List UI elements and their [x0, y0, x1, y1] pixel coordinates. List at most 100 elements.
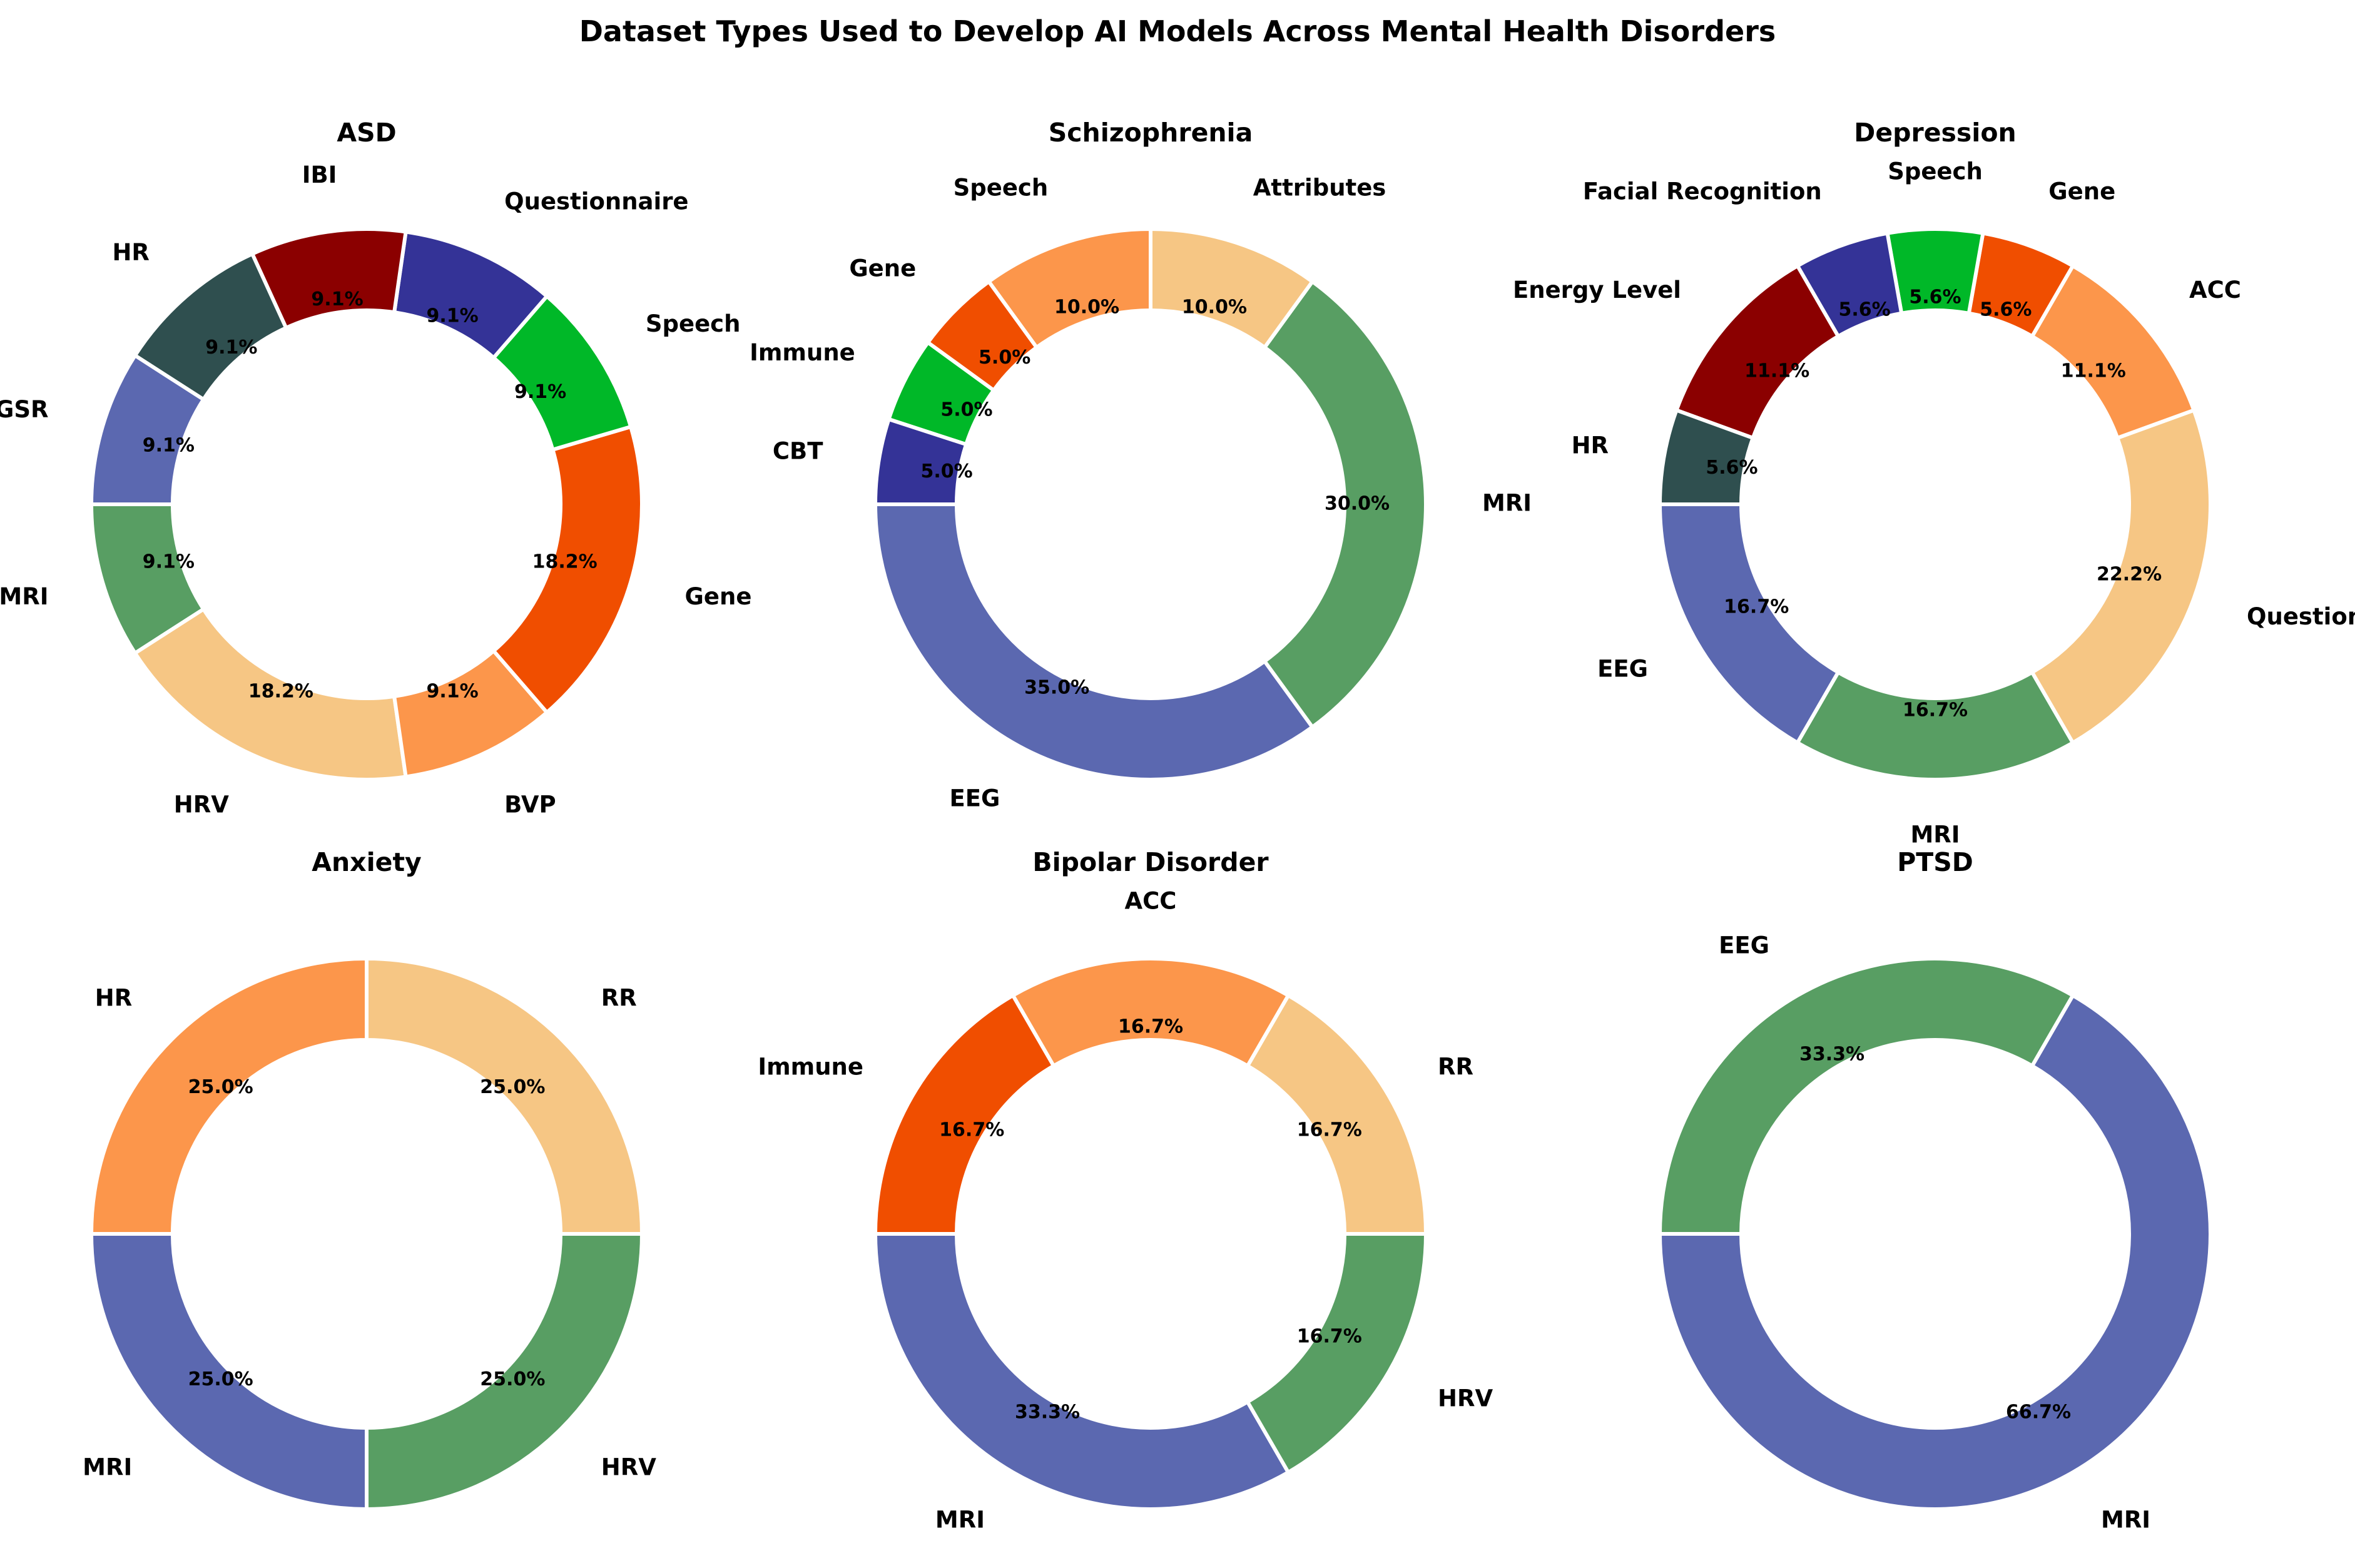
- percent-label: 16.7%: [1118, 1016, 1183, 1038]
- category-label: Questionnaire Score: [2247, 603, 2355, 630]
- percent-label: 9.1%: [143, 551, 195, 573]
- donut-panel-asd: ASD 9.1% MRI 18.2% HRV 9.1% BVP 18.2% Gene 9.1% Sp…: [0, 118, 751, 818]
- category-label: IBI: [302, 161, 337, 188]
- percent-label: 9.1%: [426, 681, 478, 703]
- category-label: Immune: [750, 339, 855, 366]
- category-label: MRI: [1910, 822, 1960, 848]
- percent-label: 16.7%: [939, 1119, 1004, 1141]
- donut-panel-bipolar-disorder: Bipolar Disorder 33.3% MRI 16.7% HRV 16.7% RR 1…: [758, 847, 1493, 1533]
- donut-panel-depression: Depression 16.7% EEG 16.7% MRI 22.2% Questionn…: [1513, 118, 2355, 848]
- percent-label: 5.0%: [940, 399, 992, 421]
- slice-cbt: [873, 417, 969, 506]
- panel-title: ASD: [337, 118, 396, 148]
- percent-label: 25.0%: [188, 1368, 253, 1390]
- category-label: Speech: [954, 174, 1049, 201]
- donut-panel-ptsd: PTSD 66.7% MRI 33.3% EEG: [1658, 847, 2212, 1533]
- percent-label: 11.1%: [2061, 360, 2126, 382]
- percent-label: 16.7%: [1297, 1119, 1362, 1141]
- slice-hr: [1658, 408, 1755, 506]
- slice-mri: [1796, 670, 2075, 781]
- category-label: RR: [601, 985, 637, 1012]
- slice-rr: [365, 957, 644, 1236]
- category-label: Speech: [646, 310, 741, 337]
- percent-label: 66.7%: [2006, 1401, 2071, 1423]
- percent-label: 16.7%: [1297, 1326, 1362, 1348]
- slice-mri: [89, 1232, 369, 1511]
- slice-questionnaire-score: [2030, 408, 2212, 745]
- percent-label: 5.6%: [1980, 298, 2032, 320]
- category-label: EEG: [949, 785, 1000, 812]
- category-label: MRI: [935, 1506, 985, 1533]
- slice-immune: [873, 993, 1055, 1236]
- panel-title: Depression: [1854, 118, 2016, 148]
- category-label: Gene: [685, 583, 752, 610]
- category-label: Questionnaire: [504, 188, 688, 215]
- category-label: ACC: [2189, 277, 2241, 303]
- category-label: ACC: [1125, 888, 1177, 915]
- slice-eeg: [873, 502, 1315, 782]
- percent-label: 5.0%: [979, 347, 1030, 369]
- category-label: EEG: [1719, 932, 1769, 959]
- slice-mri: [873, 1232, 1290, 1511]
- slice-acc: [1011, 957, 1290, 1068]
- percent-label: 25.0%: [480, 1368, 545, 1390]
- category-label: HR: [112, 239, 149, 266]
- percent-label: 9.1%: [205, 337, 257, 359]
- category-label: MRI: [0, 583, 48, 610]
- slice-hrv: [365, 1232, 644, 1511]
- percent-label: 9.1%: [426, 305, 478, 327]
- category-label: Speech: [1888, 158, 1983, 185]
- category-label: Energy Level: [1513, 277, 1681, 303]
- slice-eeg: [1658, 957, 2075, 1236]
- slice-mri: [1658, 993, 2212, 1511]
- donut-panel-anxiety: Anxiety 25.0% MRI 25.0% HRV 25.0% RR 25.0% HR: [83, 847, 656, 1511]
- category-label: BVP: [504, 792, 556, 818]
- category-label: HRV: [174, 792, 229, 818]
- category-label: MRI: [2101, 1506, 2150, 1533]
- category-label: HRV: [1438, 1385, 1493, 1412]
- percent-label: 5.6%: [1839, 298, 1891, 320]
- percent-label: 9.1%: [514, 381, 566, 403]
- category-label: HRV: [601, 1453, 656, 1480]
- slice-rr: [1246, 993, 1428, 1236]
- percent-label: 33.3%: [1015, 1401, 1080, 1423]
- percent-label: 25.0%: [188, 1076, 253, 1098]
- percent-label: 35.0%: [1024, 677, 1089, 699]
- category-label: HR: [1572, 432, 1609, 459]
- percent-label: 10.0%: [1182, 297, 1247, 318]
- percent-label: 10.0%: [1054, 297, 1119, 318]
- slice-eeg: [1658, 502, 1840, 745]
- slice-hrv: [1246, 1232, 1428, 1475]
- percent-label: 16.7%: [1903, 700, 1968, 721]
- percent-label: 18.2%: [532, 551, 598, 573]
- category-label: Attributes: [1253, 174, 1386, 201]
- slice-mri: [1263, 280, 1428, 729]
- percent-label: 5.6%: [1909, 287, 1961, 308]
- category-label: Gene: [849, 255, 916, 282]
- panel-title: PTSD: [1897, 847, 1973, 877]
- category-label: RR: [1438, 1054, 1473, 1081]
- category-label: Gene: [2048, 178, 2115, 205]
- slice-hr: [89, 957, 369, 1236]
- panel-title: Anxiety: [312, 847, 422, 877]
- percent-label: 33.3%: [1799, 1044, 1864, 1066]
- category-label: EEG: [1597, 656, 1648, 683]
- category-label: MRI: [1482, 490, 1532, 517]
- category-label: CBT: [773, 438, 823, 465]
- slice-gsr: [89, 354, 206, 506]
- percent-label: 18.2%: [248, 681, 313, 703]
- category-label: HR: [95, 985, 132, 1012]
- percent-label: 5.0%: [920, 461, 972, 482]
- slice-energy-level: [1674, 263, 1840, 440]
- percent-label: 9.1%: [311, 288, 363, 310]
- percent-label: 9.1%: [143, 435, 195, 457]
- percent-label: 5.6%: [1706, 457, 1757, 479]
- figure-title: Dataset Types Used to Develop AI Models …: [579, 14, 1776, 48]
- percent-label: 30.0%: [1325, 493, 1390, 515]
- panel-title: Bipolar Disorder: [1032, 847, 1269, 877]
- category-label: Immune: [758, 1054, 863, 1081]
- donut-panel-schizophrenia: Schizophrenia 35.0% EEG 30.0% MRI 10.0% Attrib…: [750, 118, 1532, 812]
- chart-panels: ASD 9.1% MRI 18.2% HRV 9.1% BVP 18.2% Gene 9.1% Sp…: [0, 118, 2355, 1533]
- category-label: GSR: [0, 396, 48, 423]
